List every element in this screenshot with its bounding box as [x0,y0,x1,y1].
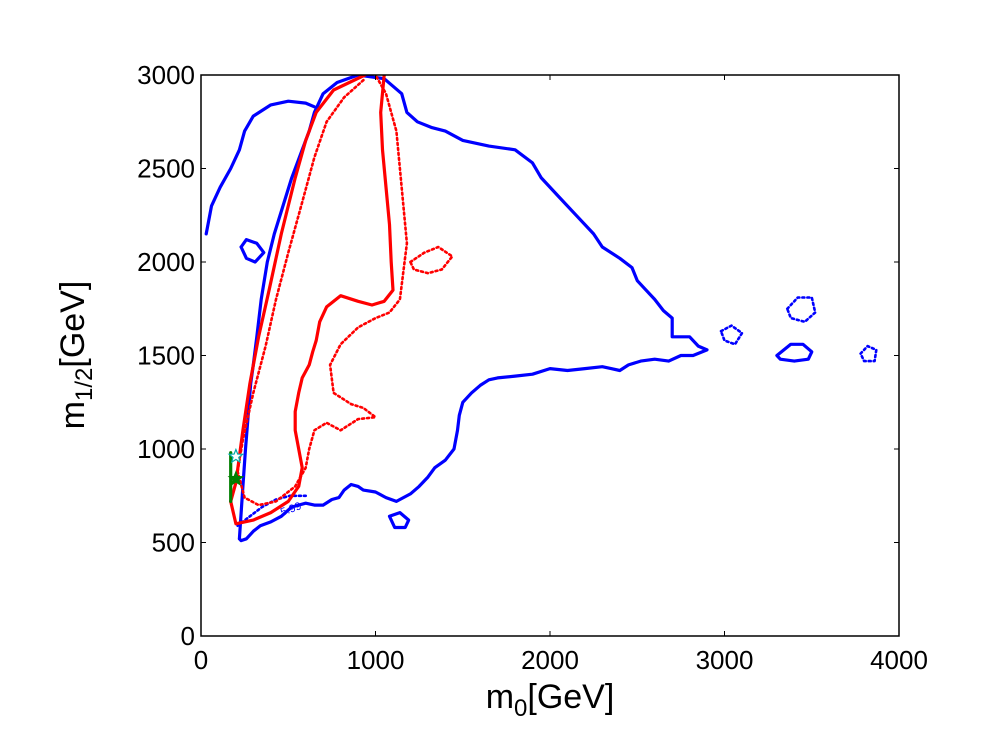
contour-line-6 [785,296,817,324]
contour-lines [204,75,878,543]
x-tick-label-1000: 1000 [347,645,405,675]
y-tick-label-3000: 3000 [137,60,195,90]
contour-line-13 [409,245,454,275]
contour-line-9 [229,75,367,503]
y-tick-label-2000: 2000 [137,247,195,277]
contour-line-10 [229,75,395,526]
point-markers [227,447,245,486]
contour-line-3 [775,342,814,363]
x-tick-label-2000: 2000 [521,645,579,675]
y-tick-label-1500: 1500 [137,341,195,371]
axis-ticks [200,74,900,637]
contour-line-0 [237,75,709,543]
star-marker-0 [227,470,245,486]
y-tick-label-0: 0 [181,621,195,651]
star-marker-1 [227,447,245,464]
contour-line-11 [236,77,367,473]
y-axis-label: m1/2[GeV] [54,281,98,430]
axis-tick-labels: 0 1000 2000 3000 4000 0 500 1000 1500 2000 2500 300… [137,60,928,675]
x-tick-label-4000: 4000 [870,645,928,675]
contour-line-8 [719,324,744,346]
contour-line-2 [239,238,266,264]
y-tick-label-500: 500 [152,528,195,558]
contour-line-12 [236,75,409,507]
y-tick-label-2500: 2500 [137,154,195,184]
contour-line-1 [204,99,316,236]
x-tick-label-0: 0 [194,645,208,675]
y-tick-label-1000: 1000 [137,434,195,464]
x-tick-label-3000: 3000 [696,645,754,675]
contour-line-7 [859,344,878,363]
contour-line-4 [387,510,411,530]
x-axis-label: m0[GeV] [486,678,615,722]
